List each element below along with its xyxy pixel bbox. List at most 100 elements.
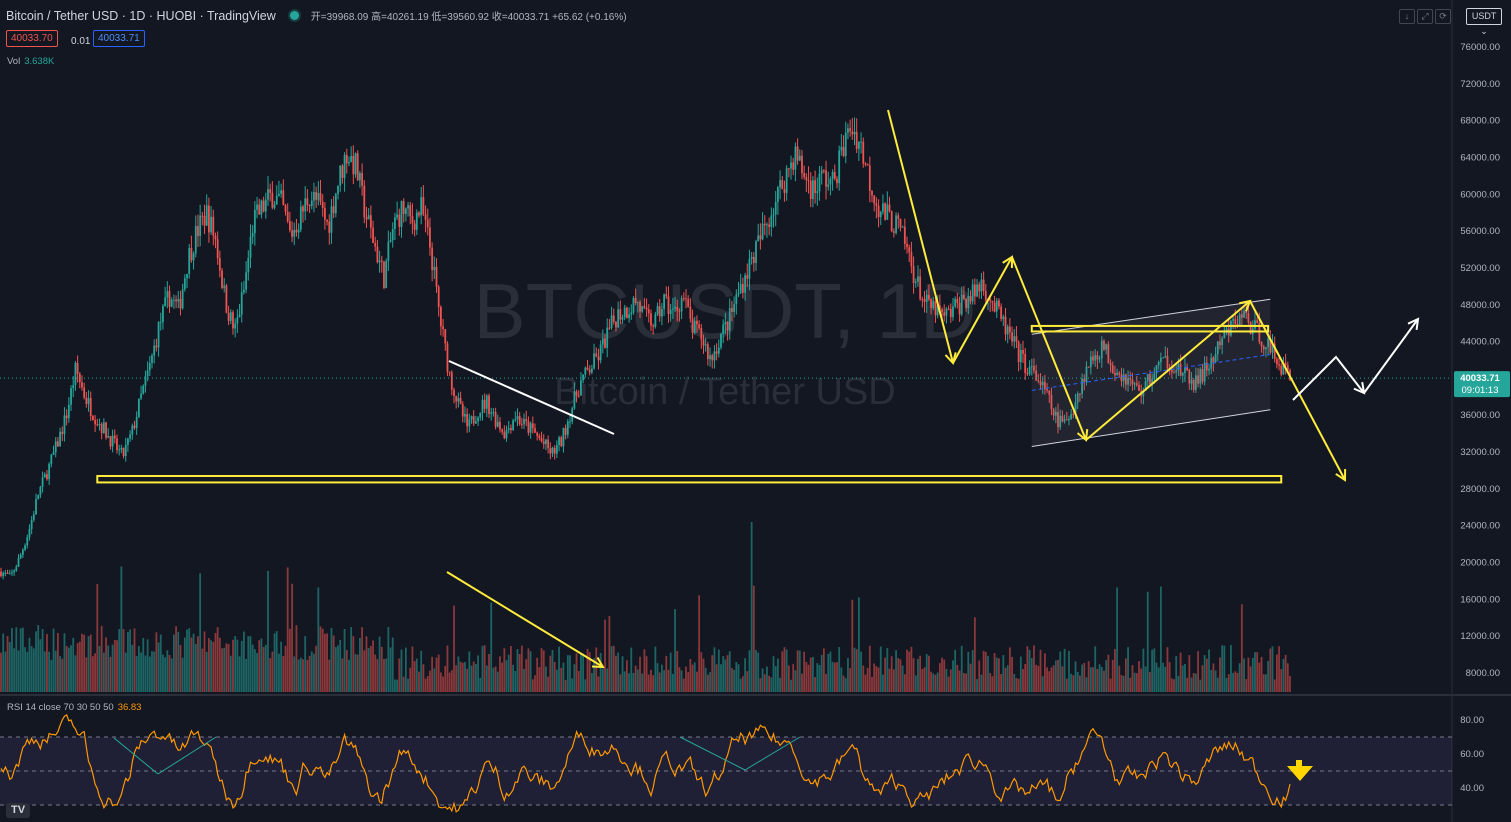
volume-bar — [1028, 649, 1031, 692]
volume-bar — [100, 625, 103, 692]
volume-bar — [1249, 666, 1252, 692]
currency-selector[interactable]: USDT ⌄ — [1466, 8, 1502, 36]
candle-body — [133, 425, 136, 428]
candle-body — [941, 309, 943, 313]
candle-body — [1192, 379, 1195, 390]
volume-bar — [1092, 667, 1094, 692]
candle-body — [288, 221, 291, 231]
volume-bar — [1225, 677, 1228, 692]
candle-body — [836, 178, 838, 184]
volume-bar — [868, 645, 871, 692]
volume-bar — [713, 647, 716, 692]
volume-bar — [586, 648, 589, 692]
candle-body — [308, 205, 311, 207]
price-tag-value: 40033.71 — [1460, 373, 1500, 384]
volume-bar — [1155, 662, 1158, 692]
volume-bar — [1256, 652, 1259, 692]
candle-body — [74, 362, 77, 385]
candle-body — [122, 447, 125, 456]
volume-bar — [1068, 651, 1070, 692]
rsi-legend[interactable]: RSI 14 close 70 30 50 50 36.83 — [7, 702, 141, 713]
volume-bar — [1135, 673, 1138, 692]
volume-bar — [584, 679, 587, 692]
volume-bar — [153, 651, 156, 692]
volume-bar — [525, 659, 528, 692]
candle-body — [728, 308, 731, 331]
fullscreen-icon[interactable]: ⤢ — [1417, 9, 1433, 24]
candle-body — [54, 441, 57, 453]
volume-bar — [400, 649, 403, 692]
candle-body — [229, 312, 232, 321]
sell-price-button[interactable]: 40033.70 — [6, 30, 58, 47]
volume-bar — [914, 675, 917, 692]
candle-body — [1223, 331, 1226, 339]
volume-bar — [468, 651, 471, 692]
volume-bar — [107, 645, 110, 692]
volume-bar — [1168, 662, 1171, 692]
candle-body — [131, 425, 134, 435]
volume-bar — [363, 650, 366, 692]
candle-body — [625, 307, 628, 319]
candle-body — [61, 431, 64, 435]
candle-body — [313, 192, 315, 201]
candle-body — [827, 184, 830, 187]
volume-bar — [827, 653, 830, 692]
candle-body — [582, 374, 585, 381]
volume-bar — [746, 671, 749, 692]
candle-body — [536, 432, 539, 436]
screenshot-icon[interactable]: ⟳ — [1435, 9, 1451, 24]
candle-body — [310, 200, 313, 206]
volume-bar — [56, 633, 59, 692]
volume-bar — [634, 665, 637, 692]
volume-bar — [208, 638, 210, 692]
volume-bar — [245, 659, 248, 692]
candle-body — [155, 345, 158, 348]
candle-body — [166, 291, 169, 298]
volume-bar — [1230, 645, 1232, 692]
volume-bar — [549, 655, 552, 692]
volume-bar — [271, 651, 274, 692]
volume-bar — [523, 668, 525, 692]
candle-body — [479, 412, 482, 418]
buy-price-button[interactable]: 40033.71 — [93, 30, 145, 47]
candle-body — [980, 279, 983, 292]
ohlc-values: 开=39968.09 高=40261.19 低=39560.92 收=40033… — [310, 12, 627, 23]
candle-body — [490, 412, 493, 414]
candle-body — [669, 309, 672, 315]
volume-bar — [317, 587, 320, 692]
candle-body — [1221, 338, 1224, 346]
volume-bar — [1232, 672, 1235, 692]
tradingview-logo-icon[interactable]: TV — [6, 803, 30, 818]
volume-bar — [391, 637, 394, 692]
symbol-title[interactable]: Bitcoin / Tether USD · 1D · HUOBI · Trad… — [6, 8, 276, 23]
candle-body — [938, 305, 941, 310]
watermark-name: Bitcoin / Tether USD — [554, 371, 895, 413]
volume-bar — [945, 668, 948, 692]
volume-bar — [1013, 674, 1016, 692]
candle-body — [48, 463, 51, 480]
volume-bar — [608, 615, 611, 692]
candle-body — [1194, 375, 1197, 390]
volume-bar — [1203, 655, 1206, 692]
volume-bar — [1041, 676, 1044, 692]
volume-bar — [15, 627, 18, 692]
volume-legend[interactable]: Vol 3.638K — [7, 56, 54, 67]
volume-bar — [179, 644, 182, 692]
candle-body — [28, 529, 31, 538]
candle-body — [643, 306, 646, 308]
candle-body — [1085, 366, 1088, 382]
y-tick-label: 68000.00 — [1460, 116, 1500, 127]
volume-bar — [886, 647, 889, 692]
volume-bar — [1033, 645, 1035, 692]
volume-bar — [470, 665, 473, 692]
candle-body — [831, 172, 834, 179]
candle-body — [908, 247, 911, 253]
candle-body — [385, 260, 388, 289]
candle-body — [1208, 368, 1210, 371]
volume-bar — [380, 646, 383, 692]
candle-body — [693, 320, 696, 333]
candle-body — [639, 302, 641, 312]
download-icon[interactable]: ↓ — [1399, 9, 1415, 24]
candle-body — [387, 241, 390, 261]
